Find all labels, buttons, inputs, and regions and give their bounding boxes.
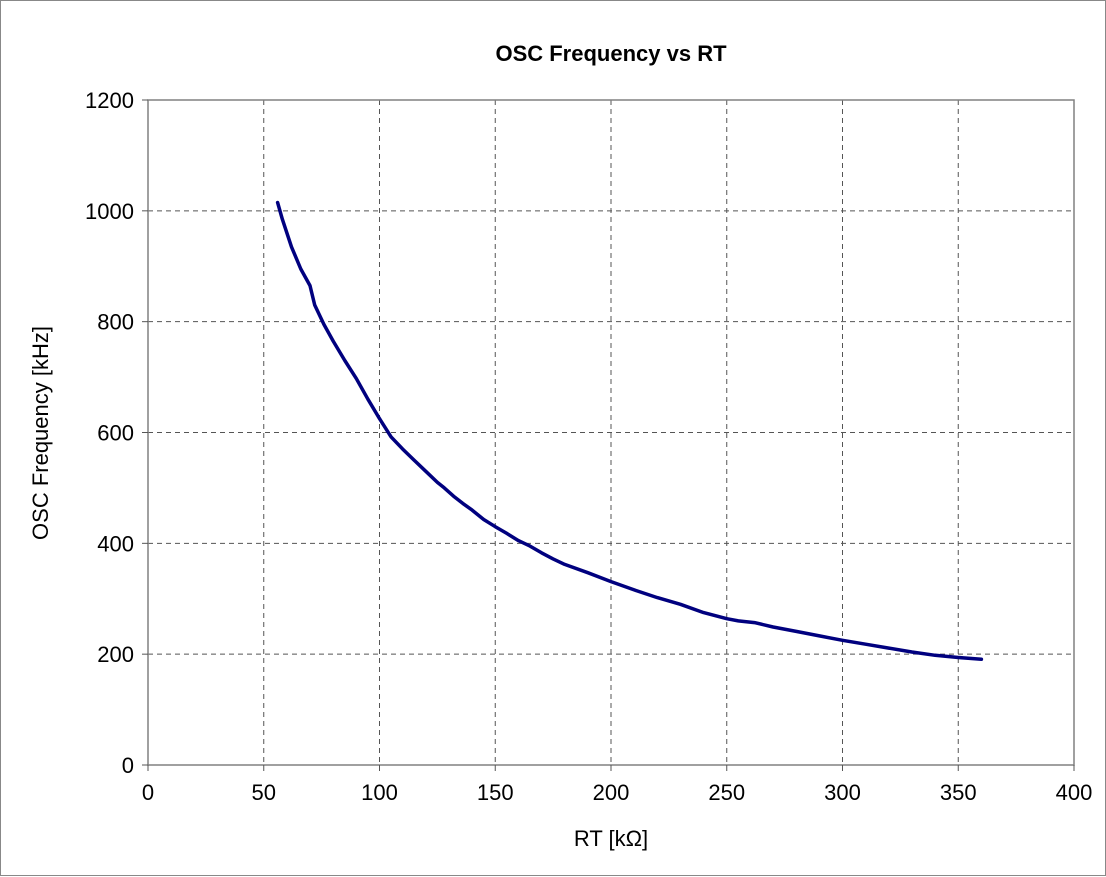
ticks-layer: 0 50 100 150 200 250 300 350 400 0 200 400 600 800 100…	[85, 88, 1092, 805]
x-tick-label: 150	[477, 780, 514, 805]
y-tick-label: 0	[122, 753, 134, 778]
chart-title: OSC Frequency vs RT	[495, 41, 727, 66]
grid-layer	[148, 100, 1074, 765]
y-tick-label: 600	[97, 421, 134, 446]
y-axis-label: OSC Frequency [kHz]	[28, 326, 53, 540]
y-tick-label: 800	[97, 310, 134, 335]
x-tick-label: 50	[252, 780, 276, 805]
y-tick-label: 200	[97, 642, 134, 667]
x-tick-label: 400	[1056, 780, 1093, 805]
x-tick-label: 250	[708, 780, 745, 805]
x-axis-label: RT [kΩ]	[574, 826, 648, 851]
x-tick-label: 200	[593, 780, 630, 805]
x-tick-label: 0	[142, 780, 154, 805]
series-line	[275, 200, 984, 661]
y-tick-label: 400	[97, 531, 134, 556]
series-layer	[275, 200, 984, 661]
y-tick-label: 1200	[85, 88, 134, 113]
y-tick-label: 1000	[85, 199, 134, 224]
x-tick-label: 300	[824, 780, 861, 805]
x-tick-label: 100	[361, 780, 398, 805]
x-tick-label: 350	[940, 780, 977, 805]
